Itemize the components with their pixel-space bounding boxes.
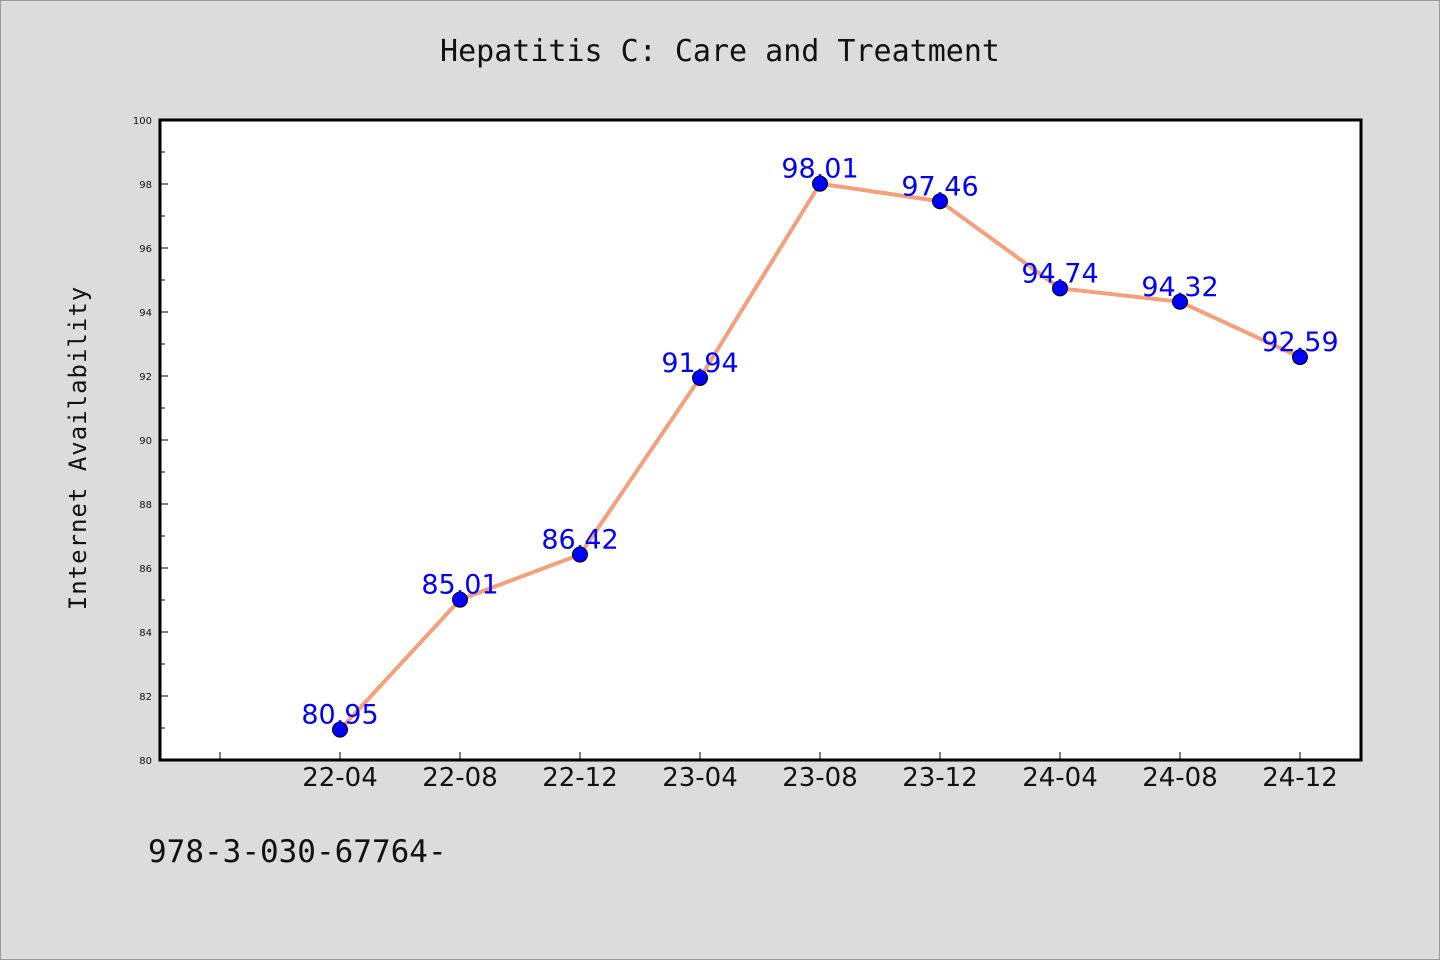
- footnote-text: 978-3-030-67764-: [148, 834, 447, 870]
- x-tick-label: 22-04: [302, 763, 378, 793]
- x-tick-label: 24-12: [1262, 763, 1338, 793]
- data-point: [332, 721, 348, 738]
- y-axis: 80 82 84 86 88 90 92 94 96 98 100: [133, 116, 168, 767]
- data-label: 86.42: [541, 525, 618, 556]
- data-point: [1052, 280, 1068, 297]
- data-label: 97.46: [901, 171, 978, 202]
- data-point: [1172, 293, 1188, 310]
- y-tick-label: 80: [139, 756, 152, 767]
- x-tick-label: 22-08: [422, 763, 498, 793]
- y-tick-label: 86: [139, 564, 152, 575]
- data-label: 85.01: [421, 570, 498, 601]
- data-point: [452, 591, 468, 608]
- chart-title: Hepatitis C: Care and Treatment: [440, 34, 1000, 69]
- data-point: [692, 369, 708, 386]
- x-tick-label: 24-08: [1142, 763, 1218, 793]
- data-label: 98.01: [781, 154, 858, 185]
- x-tick-label: 23-12: [902, 763, 978, 793]
- x-tick-label: 23-04: [662, 763, 738, 793]
- data-label: 94.32: [1141, 272, 1218, 303]
- data-point: [812, 175, 828, 192]
- y-tick-label: 100: [133, 116, 152, 127]
- data-label: 92.59: [1261, 327, 1338, 358]
- data-labels: 80.95 85.01 86.42 91.94 98.01 97.46 94.74 94.32…: [301, 154, 1338, 731]
- data-label: 91.94: [661, 348, 738, 379]
- y-tick-label: 92: [139, 372, 152, 383]
- y-axis-label: Internet Availability: [64, 286, 92, 610]
- y-tick-label: 84: [139, 628, 152, 639]
- x-tick-label: 22-12: [542, 763, 618, 793]
- y-tick-label: 90: [139, 436, 152, 447]
- y-tick-label: 82: [139, 692, 152, 703]
- y-tick-label: 98: [139, 180, 152, 191]
- data-label: 80.95: [301, 700, 378, 731]
- data-point: [932, 193, 948, 210]
- x-tick-label: 24-04: [1022, 763, 1098, 793]
- y-tick-label: 94: [139, 308, 152, 319]
- data-point: [1292, 349, 1308, 366]
- y-tick-label: 96: [139, 244, 152, 255]
- plot-area: [158, 118, 1363, 762]
- data-points: [332, 175, 1308, 738]
- x-tick-label: 23-08: [782, 763, 858, 793]
- x-axis: 22-04 22-08 22-12 23-04 23-08 23-12 24-04 24-08…: [219, 752, 1338, 793]
- data-label: 94.74: [1021, 258, 1098, 289]
- data-point: [572, 546, 588, 563]
- y-tick-label: 88: [139, 500, 152, 511]
